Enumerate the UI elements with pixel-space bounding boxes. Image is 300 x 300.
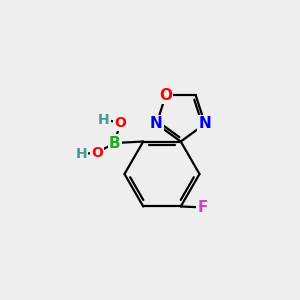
- Text: O: O: [91, 146, 103, 160]
- Text: B: B: [109, 136, 121, 151]
- Text: O: O: [114, 116, 126, 130]
- Text: O: O: [159, 88, 172, 103]
- Text: H: H: [98, 112, 109, 127]
- Text: N: N: [150, 116, 163, 131]
- Text: F: F: [197, 200, 208, 215]
- Text: H: H: [75, 147, 87, 161]
- Text: N: N: [199, 116, 212, 131]
